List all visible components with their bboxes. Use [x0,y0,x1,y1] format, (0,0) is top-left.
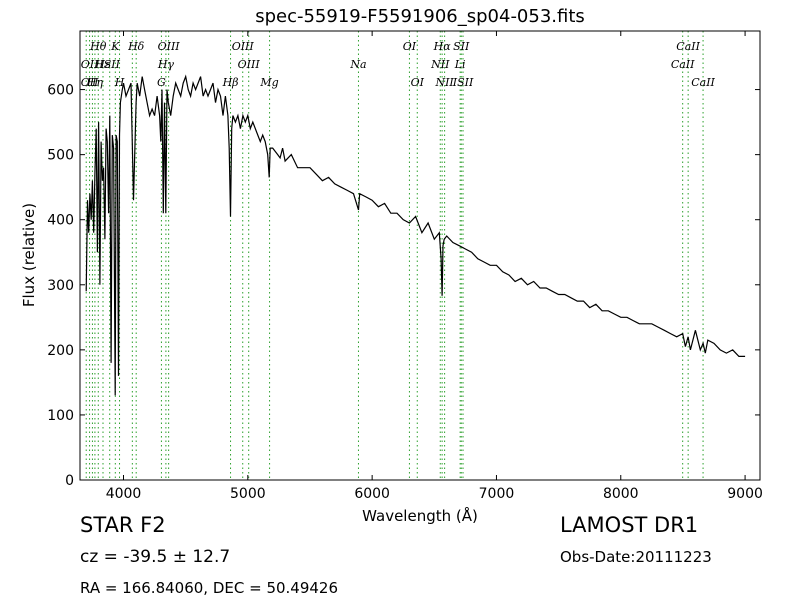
line-label: Hβ [222,76,239,89]
line-label: CaII [676,40,700,53]
line-label: OII [81,58,99,71]
line-label: Na [349,58,366,71]
line-label: OIII [158,40,181,53]
line-label: CaII [691,76,715,89]
line-label: OIII [238,58,261,71]
x-axis-label: Wavelength (Å) [362,506,478,525]
x-tick-label: 5000 [230,486,266,502]
line-label: Hδ [127,40,145,53]
line-label: OI [403,40,417,53]
line-label: OI [411,76,425,89]
line-label: NII [434,76,454,89]
y-tick-label: 300 [47,278,74,294]
line-label: CaII [671,58,695,71]
x-tick-label: 4000 [106,486,142,502]
line-label: Mg [259,76,278,89]
line-label: Hε [94,58,111,71]
chart-title: spec-55919-F5591906_sp04-053.fits [255,6,585,27]
y-tick-label: 200 [47,343,74,359]
y-tick-label: 600 [47,83,74,99]
coordinates-label: RA = 166.84060, DEC = 50.49426 [80,579,339,597]
x-tick-label: 9000 [727,486,763,502]
line-label: OII [81,76,99,89]
line-label: Hγ [157,58,175,71]
line-label: Li [454,58,466,71]
x-tick-label: 8000 [603,486,639,502]
y-tick-label: 100 [47,408,74,424]
line-label: OIII [232,40,255,53]
line-label: G [157,76,166,89]
y-axis-ticks: 0 100 200 300 400 500 600 [47,83,760,489]
y-tick-label: 500 [47,148,74,164]
line-label: K [110,40,120,53]
emission-line-markers [85,31,704,480]
line-label: Hη [86,76,104,89]
plot-frame [79,30,761,481]
y-tick-label: 0 [65,473,74,489]
redshift-label: cz = -39.5 ± 12.7 [80,547,231,567]
x-axis-ticks: 4000 5000 6000 7000 8000 9000 [106,31,763,502]
x-tick-label: 7000 [479,486,515,502]
x-tick-label: 6000 [354,486,390,502]
y-tick-label: 400 [47,213,74,229]
object-class-label: STAR F2 [80,513,166,537]
y-axis-label: Flux (relative) [20,203,38,307]
survey-label: LAMOST DR1 [560,513,699,537]
line-label: NII [430,58,450,71]
line-label: H [114,76,125,89]
line-label: Hθ [89,40,107,53]
line-label: ISII [98,58,120,71]
line-label: SII [453,40,470,53]
spectrum-line [85,74,746,396]
line-label: Hα [433,40,452,53]
line-label: ISII [452,76,474,89]
observation-date-label: Obs-Date:20111223 [560,548,712,566]
